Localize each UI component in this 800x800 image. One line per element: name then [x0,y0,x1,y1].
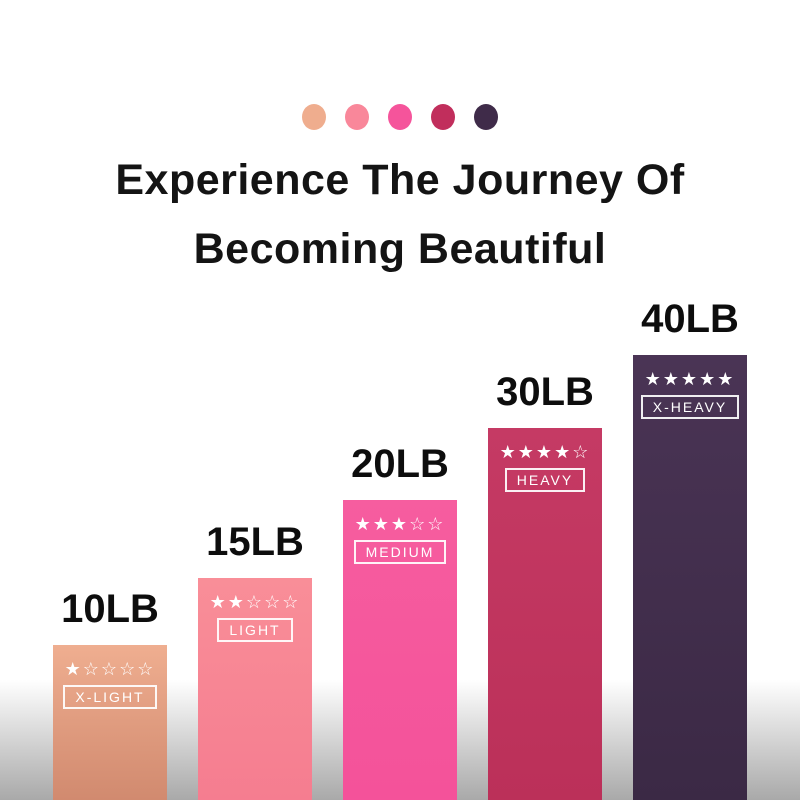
page-title: Experience The Journey Of Becoming Beaut… [0,146,800,284]
resistance-level-badge: LIGHT [217,618,293,642]
bar-30lb: ★★★★☆ HEAVY [488,428,602,800]
bar-40lb: ★★★★★ X-HEAVY [633,355,747,800]
bar-group-40lb: 40LB ★★★★★ X-HEAVY [633,297,747,800]
weight-label: 30LB [496,370,594,414]
star-rating: ★★★★★ [644,369,736,389]
bar-group-15lb: 15LB ★★☆☆☆ LIGHT [198,520,312,800]
palette-dot-heavy [431,104,455,130]
bar-group-30lb: 30LB ★★★★☆ HEAVY [488,370,602,800]
star-rating: ★★★★☆ [499,442,591,462]
resistance-level-badge: X-LIGHT [63,685,157,709]
weight-label: 20LB [351,442,449,486]
bar-group-10lb: 10LB ★☆☆☆☆ X-LIGHT [53,587,167,800]
page-title-line2: Becoming Beautiful [193,225,607,273]
palette-dot-medium [388,104,412,130]
star-rating: ★☆☆☆☆ [64,659,156,679]
weight-label: 40LB [641,297,739,341]
bar-20lb: ★★★☆☆ MEDIUM [343,500,457,800]
bar-group-20lb: 20LB ★★★☆☆ MEDIUM [343,442,457,800]
palette-dot-x-light [302,104,326,130]
weight-label: 10LB [61,587,159,631]
palette-dot-x-heavy [474,104,498,130]
bar-15lb: ★★☆☆☆ LIGHT [198,578,312,800]
resistance-level-badge: HEAVY [504,468,586,492]
bar-10lb: ★☆☆☆☆ X-LIGHT [53,645,167,800]
palette-dots-row [0,104,800,130]
weight-label: 15LB [206,520,304,564]
resistance-level-badge: MEDIUM [353,540,447,564]
star-rating: ★★★☆☆ [354,514,446,534]
page-title-line1: Experience The Journey Of [115,156,685,204]
resistance-level-badge: X-HEAVY [640,395,740,419]
palette-dot-light [345,104,369,130]
star-rating: ★★☆☆☆ [209,592,301,612]
